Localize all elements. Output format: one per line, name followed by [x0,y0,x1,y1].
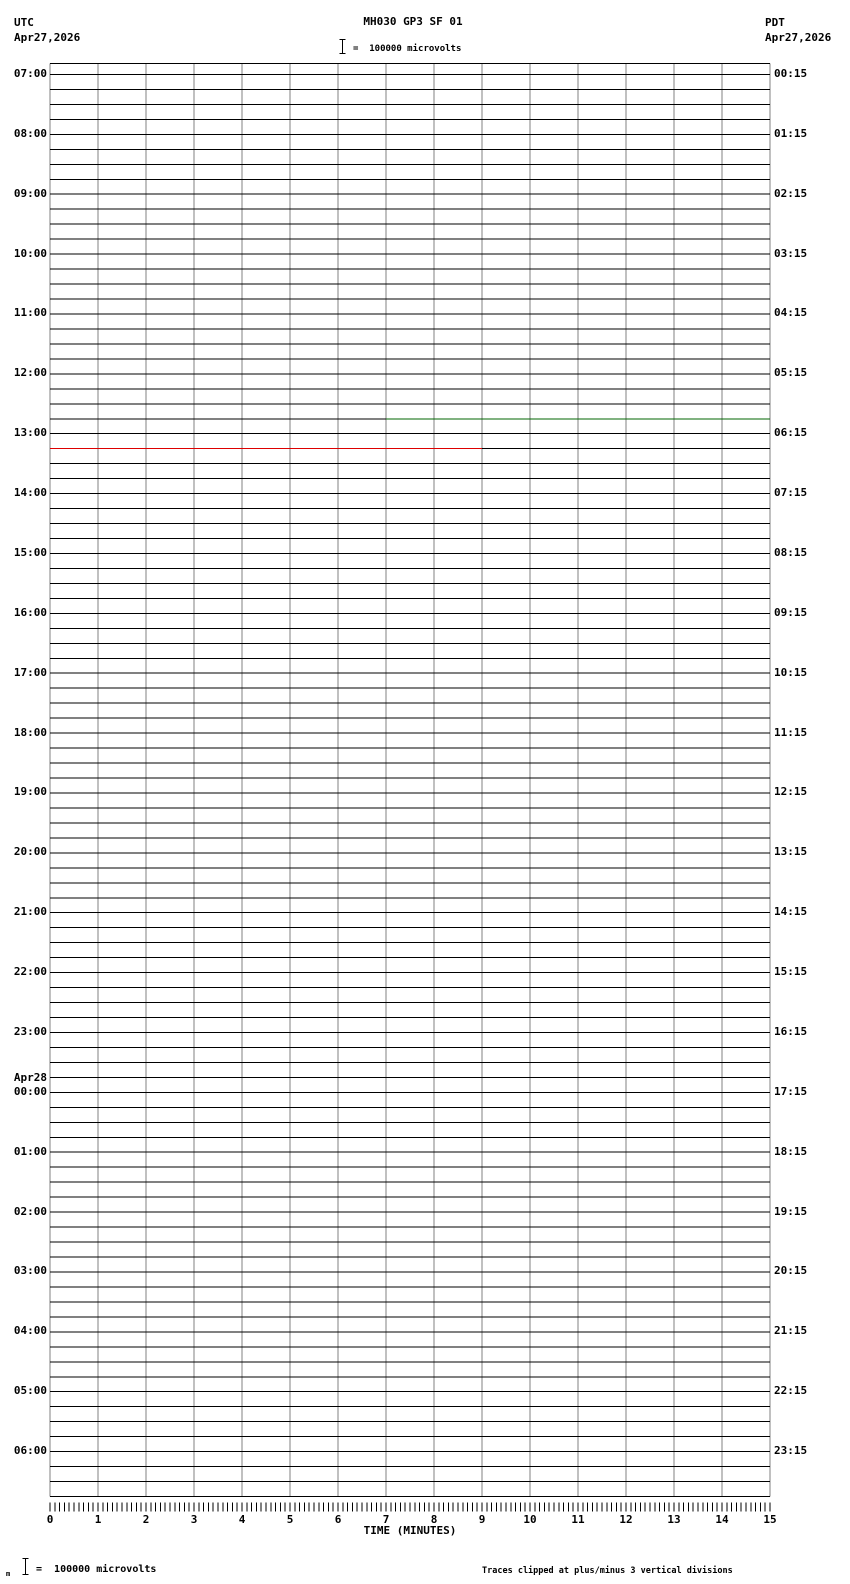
utc-hour-label: 18:00 [13,725,47,739]
minute-tick-label: 6 [334,1513,342,1526]
pdt-hour-label: 12:15 [774,785,808,799]
minute-tick-label: 5 [286,1513,294,1526]
pdt-hour-label: 13:15 [774,845,808,859]
pdt-hour-label: 19:15 [774,1204,808,1218]
minute-tick-label: 12 [619,1513,633,1526]
pdt-hour-label: 07:15 [774,486,808,500]
footer-scale-caption: = 100000 microvolts [36,1564,157,1575]
pdt-hour-label: 09:15 [774,605,808,619]
pdt-hour-label: 02:15 [774,186,808,200]
utc-hour-label: 08:00 [13,126,47,140]
pdt-date-label: Apr27,2026 [765,31,832,44]
pdt-hour-label: 05:15 [774,366,808,380]
pdt-hour-label: 22:15 [774,1384,808,1398]
utc-hour-label: 20:00 [13,845,47,859]
utc-hour-label: 23:00 [13,1024,47,1038]
utc-hour-label: 06:00 [13,1444,47,1458]
utc-hour-label: 17:00 [13,665,47,679]
pdt-hour-label: 23:15 [774,1444,808,1458]
x-axis-title: TIME (MINUTES) [363,1524,457,1537]
utc-hour-label: 14:00 [13,486,47,500]
pdt-hour-label: 17:15 [774,1084,808,1098]
pdt-hour-label: 00:15 [774,67,808,80]
footer-scale-subscript: m [6,1570,11,1578]
pdt-hour-label: 01:15 [774,126,808,140]
utc-hour-label: 02:00 [13,1204,47,1218]
pdt-hour-label: 20:15 [774,1264,808,1278]
footer-clipping-note: Traces clipped at plus/minus 3 vertical … [482,1566,733,1576]
minute-tick-label: 13 [667,1513,681,1526]
utc-date-label: Apr27,2026 [14,31,81,44]
utc-hour-label: 09:00 [13,186,47,200]
utc-hour-label: 00:00 [13,1084,47,1098]
minute-tick-label: 10 [523,1513,537,1526]
utc-hour-label: 10:00 [13,246,47,260]
utc-hour-label: 11:00 [13,306,47,320]
pdt-timezone-label: PDT [765,16,785,29]
minute-tick-label: 8 [430,1513,438,1526]
scale-caption: = 100000 microvolts [353,44,462,54]
pdt-hour-label: 18:15 [774,1144,808,1158]
pdt-hour-label: 04:15 [774,306,808,320]
minute-tick-label: 7 [382,1513,390,1526]
utc-hour-label: 19:00 [13,785,47,799]
pdt-hour-label: 15:15 [774,965,808,979]
utc-hour-label: 21:00 [13,905,47,919]
pdt-hour-label: 16:15 [774,1024,808,1038]
station-title: MH030 GP3 SF 01 [363,15,463,28]
minute-tick-label: 2 [142,1513,150,1526]
minute-tick-label: 11 [571,1513,585,1526]
pdt-hour-label: 21:15 [774,1324,808,1338]
pdt-hour-label: 03:15 [774,246,808,260]
utc-hour-label: 16:00 [13,605,47,619]
minute-tick-label: 1 [94,1513,102,1526]
pdt-hour-label: 08:15 [774,545,808,559]
utc-hour-label: 03:00 [13,1264,47,1278]
minute-tick-label: 0 [46,1513,54,1526]
pdt-hour-label: 11:15 [774,725,808,739]
utc-hour-label: 22:00 [13,965,47,979]
utc-hour-label: 15:00 [13,545,47,559]
pdt-hour-label: 06:15 [774,426,808,440]
utc-timezone-label: UTC [14,16,34,29]
pdt-hour-label: 10:15 [774,665,808,679]
utc-hour-label: 01:00 [13,1144,47,1158]
minute-tick-label: 4 [238,1513,246,1526]
minute-tick-label: 15 [763,1513,777,1526]
utc-hour-label: 05:00 [13,1384,47,1398]
utc-hour-label: 13:00 [13,426,47,440]
utc-hour-label: 04:00 [13,1324,47,1338]
minute-tick-label: 3 [190,1513,198,1526]
minute-tick-label: 14 [715,1513,729,1526]
utc-date-rollover-label: Apr28 [13,1070,47,1084]
pdt-hour-label: 14:15 [774,905,808,919]
utc-hour-label: 07:00 [13,67,47,80]
minute-tick-label: 9 [478,1513,486,1526]
utc-hour-label: 12:00 [13,366,47,380]
